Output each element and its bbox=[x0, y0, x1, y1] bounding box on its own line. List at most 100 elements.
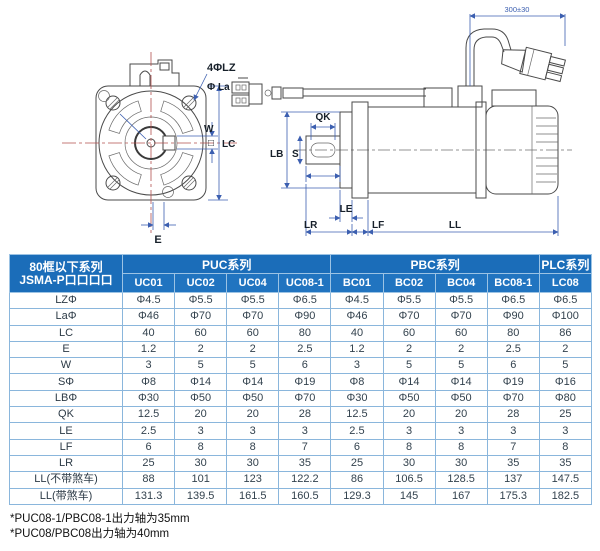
table-cell: 3 bbox=[174, 422, 228, 440]
table-cell: Φ5.5 bbox=[226, 291, 280, 310]
table-cell: Φ90 bbox=[486, 308, 540, 326]
table-cell: 2.5 bbox=[121, 422, 176, 440]
row-label: LR bbox=[9, 454, 123, 473]
table-cell: Φ50 bbox=[174, 389, 228, 408]
table-cell: Φ30 bbox=[121, 389, 176, 408]
label-e: E bbox=[154, 234, 161, 246]
table-cell: 167 bbox=[434, 487, 488, 505]
table-cell: 161.5 bbox=[226, 487, 280, 505]
table-cell: 6 bbox=[330, 438, 384, 456]
table-cell: 80 bbox=[486, 324, 540, 342]
table-cell: Φ30 bbox=[330, 389, 384, 408]
table-cell: 5 bbox=[226, 357, 280, 375]
side-view: 300±30 QK LB S LE bbox=[231, 5, 572, 236]
footnote-1: *PUC08-1/PBC08-1出力轴为35mm bbox=[10, 512, 190, 525]
corner-header: 80框以下系列 JSMA-P口口口口 bbox=[9, 254, 123, 293]
row-label: LaΦ bbox=[9, 308, 123, 326]
col-uc02: UC02 bbox=[174, 273, 228, 293]
table-cell: 2 bbox=[382, 340, 436, 359]
table-cell: 3 bbox=[382, 422, 436, 440]
table-cell: Φ80 bbox=[538, 389, 592, 408]
table-cell: Φ14 bbox=[434, 373, 488, 391]
table-cell: Φ46 bbox=[330, 308, 384, 326]
table-row: LR 25 30 30 35 25 30 30 35 35 bbox=[9, 454, 592, 473]
table-cell: 2 bbox=[538, 340, 592, 359]
table-cell: 25 bbox=[538, 406, 592, 424]
table-row: QK 12.5 20 20 28 12.5 20 20 28 25 bbox=[9, 406, 592, 424]
table-cell: 12.5 bbox=[121, 406, 176, 424]
spec-table-body: LZΦ Φ4.5 Φ5.5 Φ5.5 Φ6.5 Φ4.5 Φ5.5 Φ5.5 Φ6.5 Φ6.5 L… bbox=[9, 291, 592, 505]
label-lf: LF bbox=[372, 220, 384, 231]
table-cell: 6 bbox=[486, 357, 540, 375]
table-cell: 123 bbox=[226, 471, 280, 489]
corner-header-line2: JSMA-P口口口口 bbox=[19, 272, 113, 287]
table-cell: Φ90 bbox=[278, 308, 332, 326]
table-cell: 86 bbox=[330, 471, 384, 489]
table-cell: Φ50 bbox=[382, 389, 436, 408]
label-lz: 4ΦLZ bbox=[207, 62, 236, 74]
table-cell: 3 bbox=[330, 357, 384, 375]
row-label: LL(不带煞车) bbox=[9, 471, 123, 489]
col-lc08: LC08 bbox=[538, 273, 592, 293]
table-cell: 7 bbox=[278, 438, 332, 456]
table-cell: 20 bbox=[434, 406, 488, 424]
table-cell: Φ50 bbox=[226, 389, 280, 408]
table-cell: 35 bbox=[486, 454, 540, 473]
table-row: LL(带煞车) 131.3 139.5 161.5 160.5 129.3 145 167 17… bbox=[9, 487, 592, 505]
mounting-holes bbox=[98, 90, 197, 198]
label-w: W bbox=[204, 124, 214, 135]
label-le: LE bbox=[340, 204, 353, 215]
table-cell: Φ6.5 bbox=[278, 291, 332, 310]
table-cell: Φ6.5 bbox=[486, 291, 540, 310]
table-cell: 3 bbox=[538, 422, 592, 440]
col-bc02: BC02 bbox=[382, 273, 436, 293]
table-cell: 20 bbox=[226, 406, 280, 424]
table-cell: 3 bbox=[486, 422, 540, 440]
table-cell: 60 bbox=[382, 324, 436, 342]
table-cell: 30 bbox=[174, 454, 228, 473]
table-cell: 20 bbox=[174, 406, 228, 424]
label-cable-length: 300±30 bbox=[505, 5, 530, 14]
square-symbol: □ bbox=[208, 138, 214, 149]
table-cell: 8 bbox=[226, 438, 280, 456]
label-lc: LC bbox=[222, 139, 235, 150]
table-cell: 1.2 bbox=[121, 340, 176, 359]
table-cell: Φ6.5 bbox=[538, 291, 592, 310]
front-view: 4ΦLZ Φ La W □ LC E bbox=[62, 52, 240, 246]
table-cell: Φ70 bbox=[382, 308, 436, 326]
table-cell: 147.5 bbox=[538, 471, 592, 489]
series-puc: PUC系列 bbox=[121, 254, 332, 274]
col-bc01: BC01 bbox=[330, 273, 384, 293]
table-row: LE 2.5 3 3 3 2.5 3 3 3 3 bbox=[9, 422, 592, 440]
table-cell: Φ70 bbox=[278, 389, 332, 408]
table-cell: Φ46 bbox=[121, 308, 176, 326]
label-ll: LL bbox=[449, 220, 461, 231]
table-cell: 101 bbox=[174, 471, 228, 489]
shaft-side bbox=[305, 135, 341, 165]
top-connector bbox=[129, 59, 180, 86]
label-qk: QK bbox=[316, 112, 332, 123]
flange-slots bbox=[108, 100, 194, 186]
dimension-diagram: 4ΦLZ Φ La W □ LC E bbox=[62, 5, 572, 246]
table-cell: 3 bbox=[434, 422, 488, 440]
col-bc08-1: BC08-1 bbox=[486, 273, 540, 293]
table-cell: 25 bbox=[121, 454, 176, 473]
table-cell: 80 bbox=[278, 324, 332, 342]
table-cell: 122.2 bbox=[278, 471, 332, 489]
motor-body bbox=[339, 85, 559, 199]
table-cell: Φ70 bbox=[174, 308, 228, 326]
table-cell: 86 bbox=[538, 324, 592, 342]
power-plug bbox=[501, 46, 567, 83]
table-cell: Φ4.5 bbox=[121, 291, 176, 310]
table-cell: 6 bbox=[121, 438, 176, 456]
table-cell: 28 bbox=[486, 406, 540, 424]
footnote-2: *PUC08/PBC08出力轴为40mm bbox=[10, 527, 170, 540]
table-cell: 139.5 bbox=[174, 487, 228, 505]
table-cell: Φ19 bbox=[278, 373, 332, 391]
table-cell: 3 bbox=[278, 422, 332, 440]
table-cell: 131.3 bbox=[121, 487, 176, 505]
encoder-connector bbox=[231, 77, 263, 107]
table-cell: 88 bbox=[121, 471, 176, 489]
table-cell: 3 bbox=[121, 357, 176, 375]
